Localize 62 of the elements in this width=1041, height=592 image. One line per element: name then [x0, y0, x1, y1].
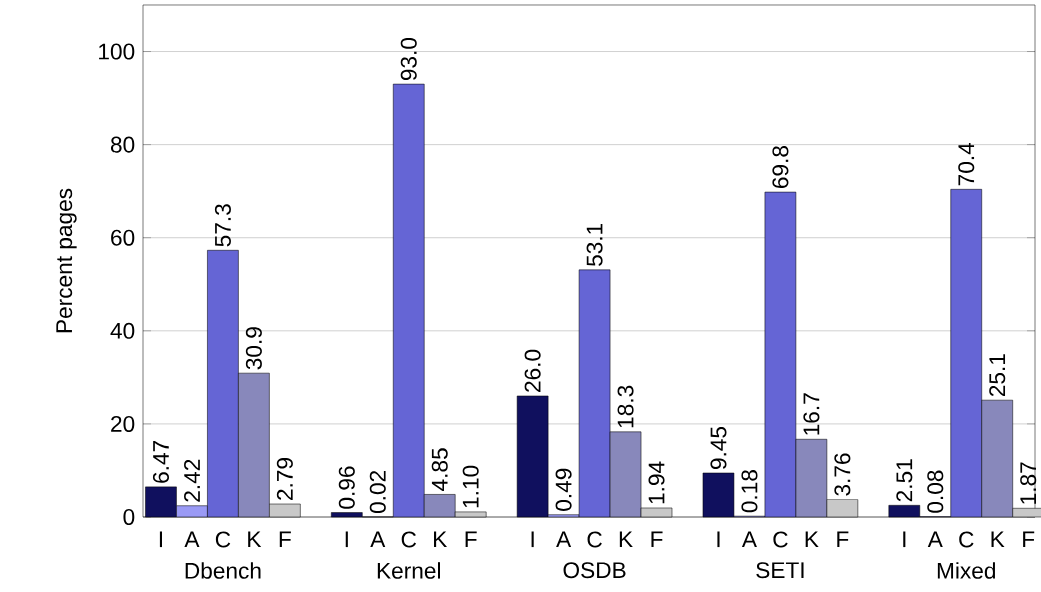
text: A: [556, 531, 572, 548]
data-label: 25.1: [989, 354, 1006, 397]
x-tick-label: OSDB: [563, 562, 626, 579]
text: K: [991, 531, 1005, 548]
data-label: 1.94: [648, 461, 665, 504]
text: F: [651, 531, 663, 548]
text: A: [370, 531, 386, 548]
text: A: [741, 531, 757, 548]
text: I: [903, 531, 906, 548]
series-label: C: [215, 531, 231, 548]
text: K: [805, 531, 819, 548]
data-label: 93.0: [400, 37, 417, 81]
data-label: 2.42: [184, 459, 200, 502]
text: K: [434, 531, 448, 548]
series-label: A: [184, 531, 200, 548]
text: C: [959, 531, 974, 548]
y-tick-label: 0: [123, 508, 135, 526]
data-label: 4.85: [431, 448, 448, 491]
data-label: 70.4: [958, 142, 975, 186]
x-tick-label: Dbench: [185, 562, 261, 579]
y-tick-label: 20: [111, 415, 135, 432]
text: A: [927, 531, 943, 548]
text: C: [401, 531, 417, 548]
data-label: 0.49: [555, 468, 572, 511]
x-tick-label: Mixed: [937, 562, 996, 579]
x-tick-label: Kernel: [377, 562, 440, 579]
text: K: [619, 531, 633, 548]
data-label: 3.76: [834, 453, 851, 496]
data-label: 1.10: [462, 465, 479, 508]
data-label: 1.87: [1020, 462, 1037, 504]
legend-label: F: [1023, 531, 1035, 548]
data-label: 0.08: [927, 470, 944, 513]
data-label: 18.3: [617, 385, 634, 428]
x-tick-label: SETI: [756, 562, 804, 579]
y-tick-label: 60: [111, 229, 135, 246]
text: I: [345, 531, 348, 548]
data-label: 9.45: [710, 426, 727, 470]
y-tick-label: 80: [110, 136, 135, 153]
data-label: 57.3: [214, 204, 231, 247]
data-label: 2.79: [276, 458, 293, 500]
data-label: 26.0: [524, 349, 541, 392]
data-label: 69.8: [772, 146, 789, 189]
text: I: [531, 531, 534, 548]
text: F: [465, 531, 477, 548]
text: I: [717, 531, 720, 548]
y-tick-label: 100: [99, 43, 135, 60]
data-label: 16.7: [803, 393, 820, 435]
data-label: 0.18: [741, 470, 758, 513]
series-label: K: [248, 531, 262, 548]
data-label: 2.51: [896, 459, 913, 502]
data-label: 53.1: [586, 223, 603, 267]
data-label: 6.47: [152, 440, 169, 483]
series-label: I: [159, 531, 163, 548]
text: F: [837, 531, 849, 548]
data-label: 0.02: [369, 471, 386, 514]
y-tick-label: 40: [110, 322, 135, 339]
data-label: 30.9: [245, 327, 262, 370]
data-label: 0.96: [338, 466, 355, 509]
text: C: [587, 531, 602, 548]
text: F: [279, 531, 291, 548]
text: C: [773, 531, 788, 548]
y-axis-title: Percent pages: [56, 188, 77, 333]
